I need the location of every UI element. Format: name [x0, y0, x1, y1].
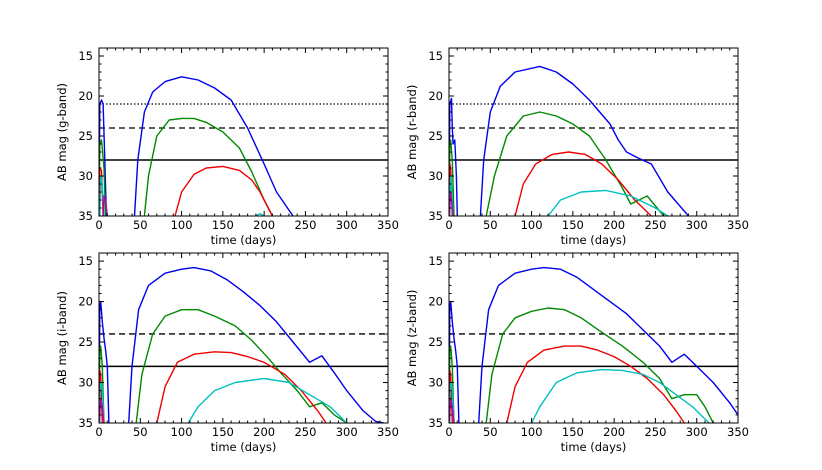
x-tick-label: 300	[686, 218, 708, 232]
x-tick-label: 200	[253, 218, 275, 232]
y-axis-label: AB mag (i-band)	[55, 291, 69, 385]
series-line-magenta	[102, 195, 108, 216]
series-line-red	[449, 151, 652, 216]
series-group	[449, 266, 738, 423]
x-axis-label: time (days)	[211, 233, 277, 247]
x-tick-label: 0	[95, 425, 102, 439]
series-line-cyan	[99, 175, 265, 216]
series-group	[449, 65, 690, 216]
y-tick-label: 15	[78, 254, 93, 268]
series-line-magenta	[449, 398, 455, 423]
x-tick-label: 350	[377, 218, 399, 232]
x-tick-label: 50	[133, 425, 148, 439]
chart-panel-bottom-left: 0 50 100 150 200 250 300 350 15 20 25 30 35 time (day…	[55, 252, 399, 454]
y-tick-label: 30	[78, 169, 93, 183]
x-tick-label: 100	[521, 218, 543, 232]
x-axis-label: time (days)	[561, 440, 627, 454]
series-line-green	[449, 307, 714, 423]
series-line-blue	[449, 266, 738, 423]
y-tick-label: 30	[428, 376, 443, 390]
x-tick-label: 350	[727, 218, 749, 232]
x-tick-label: 100	[171, 425, 193, 439]
x-tick-label: 150	[212, 425, 234, 439]
x-tick-label: 300	[686, 425, 708, 439]
x-tick-label: 350	[727, 425, 749, 439]
y-tick-label: 25	[428, 335, 443, 349]
y-tick-label: 15	[428, 49, 443, 63]
y-tick-label: 35	[428, 209, 443, 223]
plot-frame	[448, 252, 739, 424]
y-axis-label: AB mag (g-band)	[55, 83, 69, 181]
series-group	[99, 266, 385, 423]
y-tick-label: 20	[78, 295, 93, 309]
y-tick-label: 20	[78, 89, 93, 103]
x-tick-label: 200	[603, 218, 625, 232]
plot-frame	[98, 252, 389, 424]
plot-frame	[98, 47, 389, 217]
y-axis-label: AB mag (r-band)	[405, 85, 419, 180]
x-axis-label: time (days)	[561, 233, 627, 247]
y-tick-label: 15	[78, 49, 93, 63]
y-tick-label: 30	[78, 376, 93, 390]
x-tick-label: 50	[483, 218, 498, 232]
y-tick-label: 15	[428, 254, 443, 268]
y-tick-label: 25	[428, 129, 443, 143]
x-tick-label: 350	[377, 425, 399, 439]
x-tick-label: 250	[294, 218, 316, 232]
series-line-magenta	[99, 398, 105, 423]
series-line-red	[99, 165, 274, 216]
x-tick-label: 0	[445, 218, 452, 232]
y-tick-label: 35	[428, 416, 443, 430]
series-line-red	[449, 345, 685, 423]
x-tick-label: 250	[644, 218, 666, 232]
x-tick-label: 250	[294, 425, 316, 439]
x-tick-label: 0	[445, 425, 452, 439]
series-group	[99, 76, 294, 216]
plot-frame	[448, 47, 739, 217]
x-tick-label: 100	[171, 218, 193, 232]
x-tick-label: 300	[336, 218, 358, 232]
x-tick-label: 250	[644, 425, 666, 439]
chart-panel-top-right: 0 50 100 150 200 250 300 350 15 20 25 30 35 time (day…	[405, 47, 749, 247]
x-tick-label: 150	[212, 218, 234, 232]
series-line-blue	[449, 65, 690, 216]
series-line-magenta	[449, 191, 454, 216]
x-tick-label: 150	[562, 425, 584, 439]
y-tick-label: 35	[78, 416, 93, 430]
series-line-blue	[99, 76, 294, 216]
y-axis-label: AB mag (z-band)	[405, 290, 419, 387]
x-tick-label: 300	[336, 425, 358, 439]
series-line-green	[99, 117, 274, 216]
y-tick-label: 20	[428, 295, 443, 309]
x-axis-label: time (days)	[211, 440, 277, 454]
chart-panel-bottom-right: 0 50 100 150 200 250 300 350 15 20 25 30 35 time (day…	[405, 252, 749, 454]
chart-panel-top-left: 0 50 100 150 200 250 300 350 15 20 25 30 35 time (day…	[55, 47, 399, 247]
x-tick-label: 0	[95, 218, 102, 232]
x-tick-label: 200	[253, 425, 275, 439]
y-tick-label: 30	[428, 169, 443, 183]
x-tick-label: 50	[133, 218, 148, 232]
y-tick-label: 25	[78, 129, 93, 143]
x-tick-label: 100	[521, 425, 543, 439]
x-tick-label: 200	[603, 425, 625, 439]
y-tick-label: 20	[428, 89, 443, 103]
x-tick-label: 150	[562, 218, 584, 232]
series-line-blue	[99, 266, 385, 423]
y-tick-label: 35	[78, 209, 93, 223]
x-tick-label: 50	[483, 425, 498, 439]
y-tick-label: 25	[78, 335, 93, 349]
